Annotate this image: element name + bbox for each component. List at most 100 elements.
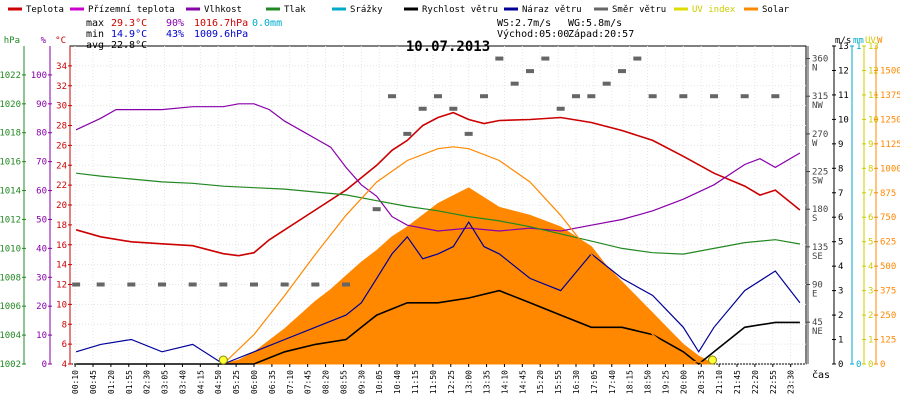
humidity-tick-label: 0 <box>42 360 47 370</box>
x-tick-label: 16:30 <box>572 370 581 394</box>
legend-label: Směr větru <box>612 5 666 15</box>
direction-tick-label: 180 <box>812 205 828 215</box>
x-tick-label: 11:50 <box>429 370 438 394</box>
x-tick-label: 04:50 <box>214 370 223 394</box>
uv-tick-label: 2 <box>868 311 873 321</box>
stats-avg-temp: 22.8°C <box>111 40 147 51</box>
humidity-tick-label: 60 <box>36 187 47 197</box>
direction-compass-label: W <box>812 139 818 149</box>
x-tick-label: 06:00 <box>250 370 259 394</box>
x-tick-label: 14:10 <box>500 370 509 394</box>
direction-compass-label: SE <box>812 252 823 262</box>
x-tick-label: 18:15 <box>626 370 635 394</box>
x-tick-label: 01:20 <box>107 370 116 394</box>
pressure-axis-unit: hPa <box>4 36 20 46</box>
direction-tick-label: 90 <box>812 281 823 291</box>
humidity-tick-label: 30 <box>36 273 47 283</box>
chart-title: 10.07.2013 <box>406 39 490 55</box>
wind-direction-point <box>311 282 320 287</box>
humidity-tick-label: 10 <box>36 331 47 341</box>
uv-tick-label: 9 <box>868 140 873 150</box>
direction-compass-label: E <box>812 290 817 300</box>
wind-tick-label: 4 <box>838 262 843 272</box>
solar-layer <box>223 187 715 365</box>
solar-axis-unit: W <box>877 36 883 46</box>
wind-tick-label: 7 <box>838 189 843 199</box>
wind-direction-point <box>679 94 688 99</box>
uv-tick-label: 5 <box>868 238 873 248</box>
pressure-tick-label: 1020 <box>0 100 21 110</box>
legend-label: Teplota <box>26 5 64 15</box>
solar-tick-label: 1375 <box>880 91 900 101</box>
x-tick-label: 22:55 <box>769 370 778 394</box>
wind-direction-point <box>572 94 580 99</box>
wind-tick-label: 6 <box>838 213 843 223</box>
wind-direction-point <box>72 282 81 287</box>
rain-tick-label: 1 <box>856 42 861 52</box>
pressure-tick-label: 1016 <box>0 158 21 168</box>
wind-direction-point <box>96 282 105 287</box>
uv-tick-label: 7 <box>868 189 873 199</box>
temperature-tick-label: 4 <box>62 360 67 370</box>
x-tick-label: 06:35 <box>268 370 277 394</box>
x-axis: 00:10 00:45 01:20 01:55 02:30 03:05 03:40 04:15… <box>71 364 796 394</box>
x-tick-label: 14:45 <box>518 370 527 394</box>
uv-tick-label: 1 <box>868 336 873 346</box>
uv-tick-label: 8 <box>868 164 873 174</box>
pressure-tick-label: 1012 <box>0 215 21 225</box>
wind-direction-point <box>342 282 350 287</box>
stats-rain: 0.0mm <box>252 18 282 29</box>
wind-direction-point <box>740 94 749 99</box>
direction-tick-label: 225 <box>812 168 828 178</box>
stats-max-temp: 29.3°C <box>111 18 147 29</box>
stats-max-hum: 90% <box>166 18 184 29</box>
direction-compass-label: S <box>812 214 817 224</box>
wind-tick-label: 2 <box>838 311 843 321</box>
stats-min-temp: 14.9°C <box>111 29 147 40</box>
humidity-tick-label: 80 <box>36 129 47 139</box>
direction-compass-label: NE <box>812 327 823 337</box>
x-tick-label: 10:05 <box>375 370 384 394</box>
temperature-tick-label: 16 <box>56 241 67 251</box>
solar-tick-label: 625 <box>880 238 896 248</box>
x-tick-label: 00:45 <box>89 370 98 394</box>
wind-direction-point <box>434 94 442 99</box>
pressure-tick-label: 1010 <box>0 244 21 254</box>
direction-tick-label: 45 <box>812 318 823 328</box>
x-tick-label: 22:20 <box>751 370 760 394</box>
temperature-tick-label: 12 <box>56 281 67 291</box>
x-tick-label: 20:35 <box>697 370 706 394</box>
wind-tick-label: 9 <box>838 140 843 150</box>
sunrise-marker <box>218 355 228 365</box>
rain-axis-unit: mm <box>853 36 864 46</box>
x-tick-label: 13:00 <box>465 370 474 394</box>
pressure-tick-label: 1014 <box>0 187 21 197</box>
axes-layer: hPa1002100410061008101010121014101610181… <box>0 36 900 370</box>
temperature-tick-label: 24 <box>56 161 67 171</box>
temperature-tick-label: 28 <box>56 122 67 132</box>
stats-ws: WS:2.7m/s <box>497 18 551 29</box>
x-tick-label: 13:35 <box>483 370 492 394</box>
x-tick-label: 21:10 <box>715 370 724 394</box>
wind-direction-point <box>510 81 519 86</box>
x-tick-label: 21:45 <box>733 370 742 394</box>
solar-max-line <box>222 146 715 365</box>
solar-tick-label: 1500 <box>880 66 900 76</box>
x-tick-label: 03:05 <box>161 370 170 394</box>
solar-tick-label: 500 <box>880 262 896 272</box>
x-tick-label: 01:55 <box>125 370 134 394</box>
wind-direction-point <box>710 94 718 99</box>
uv-tick-label: 0 <box>868 360 873 370</box>
direction-compass-label: SW <box>812 177 823 187</box>
x-axis-title: čas <box>812 369 830 381</box>
wind-direction-point <box>388 94 396 99</box>
solar-tick-label: 750 <box>880 213 896 223</box>
stats-max-label: max <box>86 18 104 29</box>
uv-tick-label: 11 <box>868 91 879 101</box>
x-tick-label: 07:10 <box>286 370 295 394</box>
x-tick-label: 18:50 <box>644 370 653 394</box>
stats-min-hum: 43% <box>166 29 184 40</box>
wind-direction-point <box>495 56 504 61</box>
direction-tick-label: 315 <box>812 92 828 102</box>
